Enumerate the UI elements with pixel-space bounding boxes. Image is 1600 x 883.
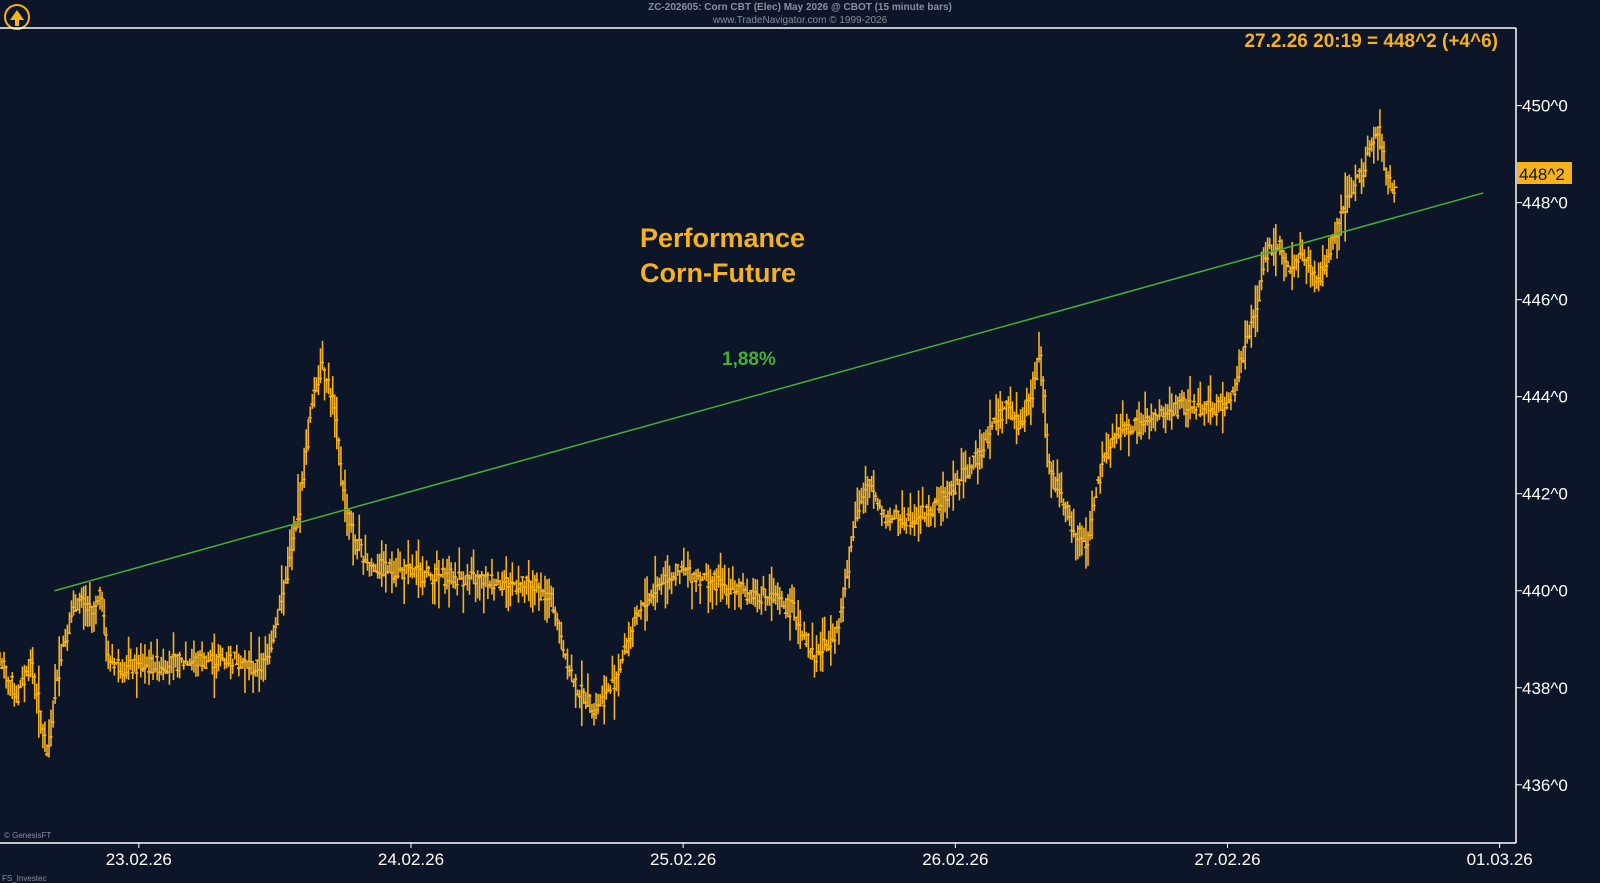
trend-label: 1,88% [722,349,776,370]
y-tick-label: 438^0 [1522,679,1568,698]
chart-header-line2: www.TradeNavigator.com © 1999-2026 [712,15,888,26]
chart-logo-icon [4,4,30,30]
y-tick-label: 446^0 [1522,291,1568,310]
x-tick-label: 23.02.26 [106,850,172,869]
y-tick-label: 442^0 [1522,485,1568,504]
chart-header-line1: ZC-202605: Corn CBT (Elec) May 2026 @ CB… [648,2,952,13]
last-price-tag-text: 448^2 [1519,165,1565,184]
y-tick-label: 450^0 [1522,97,1568,116]
last-price-tag-box [1517,162,1572,184]
y-tick-label: 440^0 [1522,582,1568,601]
last-price-tag: 448^2 [1517,162,1572,184]
last-quote: 27.2.26 20:19 = 448^2 (+4^6) [1244,31,1498,52]
chart-title: Performance [640,223,805,253]
y-tick-label: 436^0 [1522,776,1568,795]
y-tick-label: 448^0 [1522,194,1568,213]
chart-subtitle: Corn-Future [640,258,796,288]
x-tick-label: 24.02.26 [378,850,444,869]
x-axis: 23.02.26 24.02.26 25.02.26 26.02.26 27.02.26… [106,843,1533,869]
price-bars [0,109,1398,758]
bottom-note: FS_Investec [2,874,47,883]
x-tick-label: 26.02.26 [922,850,988,869]
copyright-note: © GenesisFT [4,831,52,840]
x-tick-label: 27.02.26 [1194,850,1260,869]
x-tick-label: 25.02.26 [650,850,716,869]
y-tick-label: 444^0 [1522,388,1568,407]
y-axis: 436^0 438^0 440^0 442^0 444^0 446^0 448^0 450^0 [1516,97,1568,795]
trend-line [54,192,1484,592]
x-tick-label: 01.03.26 [1467,850,1533,869]
